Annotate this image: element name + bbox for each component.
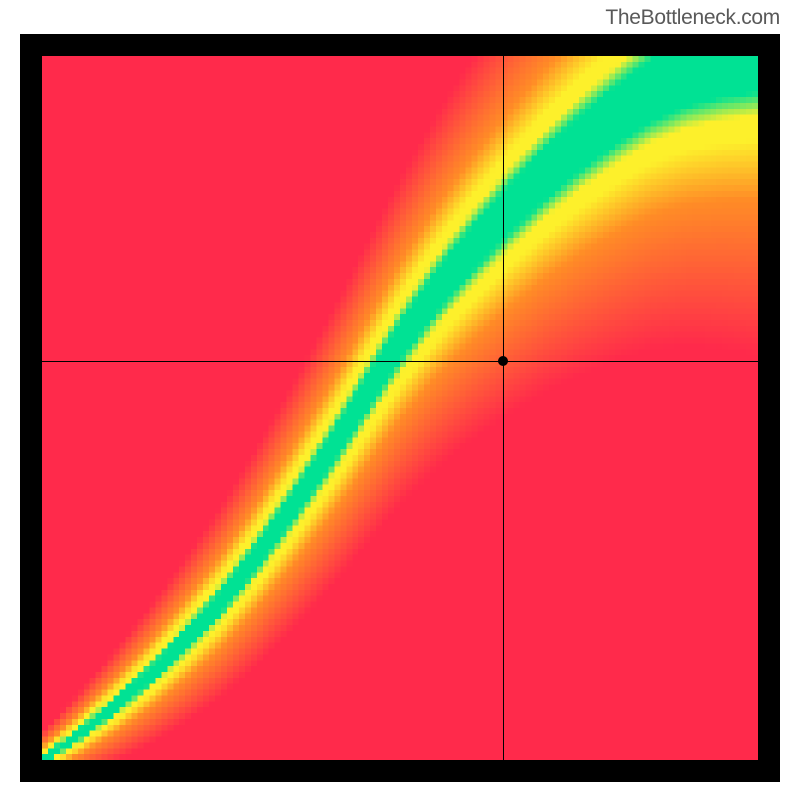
plot-area (42, 56, 758, 760)
crosshair-marker (498, 356, 508, 366)
crosshair-vertical (503, 56, 504, 760)
chart-container: TheBottleneck.com (0, 0, 800, 800)
plot-frame (20, 34, 780, 782)
watermark-text: TheBottleneck.com (605, 6, 780, 30)
crosshair-horizontal (42, 361, 758, 362)
heatmap-canvas (42, 56, 758, 760)
